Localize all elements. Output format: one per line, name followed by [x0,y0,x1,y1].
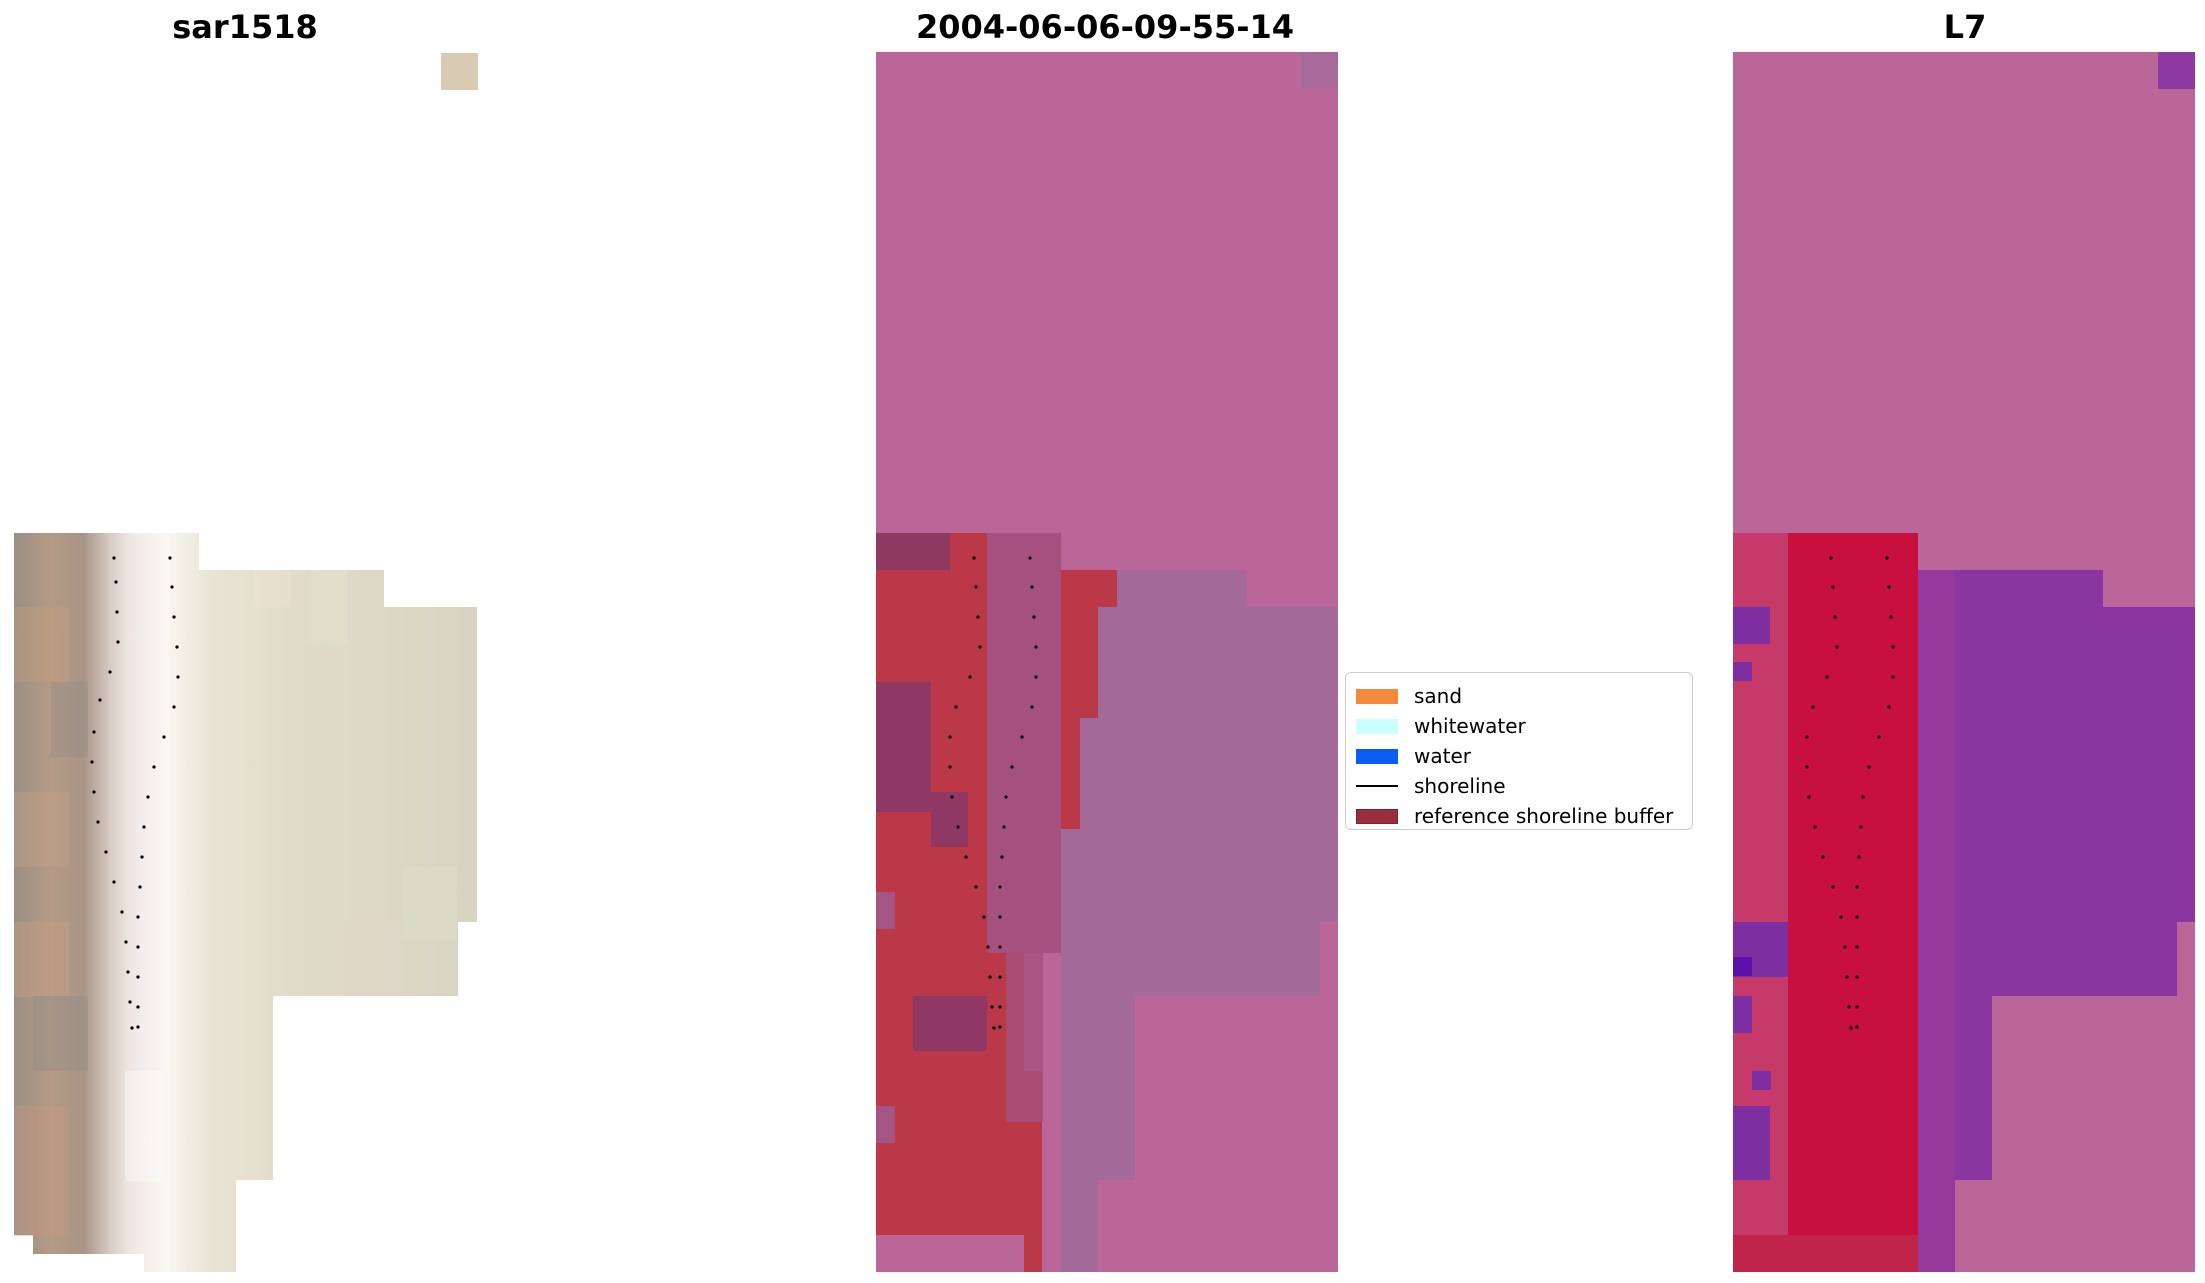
index-image [1733,52,2195,1272]
reference-buffer-swatch [1356,808,1398,824]
sand-swatch [1356,688,1398,704]
legend-item-whitewater: whitewater [1356,711,1682,741]
panel-title-index: L7 [1943,8,1987,46]
legend-item-reference-buffer: reference shoreline buffer [1356,801,1682,831]
panel-title-classified: 2004-06-06-09-55-14 [915,8,1295,46]
legend-label: reference shoreline buffer [1414,804,1674,828]
legend-label: sand [1414,684,1463,708]
classified-image [876,52,1338,1272]
water-swatch [1356,748,1398,764]
index-image-panel [1733,52,2195,1272]
legend-label: shoreline [1414,774,1506,798]
legend-item-sand: sand [1356,681,1682,711]
legend-item-shoreline: shoreline [1356,771,1682,801]
rgb-image [14,53,478,1272]
whitewater-swatch [1356,718,1398,734]
rgb-image-panel [14,52,480,1272]
legend-item-water: water [1356,741,1682,771]
panel-title-rgb: sar1518 [172,8,318,46]
legend-label: water [1414,744,1471,768]
shoreline-line-icon [1356,785,1398,787]
legend-label: whitewater [1414,714,1526,738]
legend: sand whitewater water shoreline referenc… [1345,672,1693,830]
classified-image-panel [876,52,1338,1272]
